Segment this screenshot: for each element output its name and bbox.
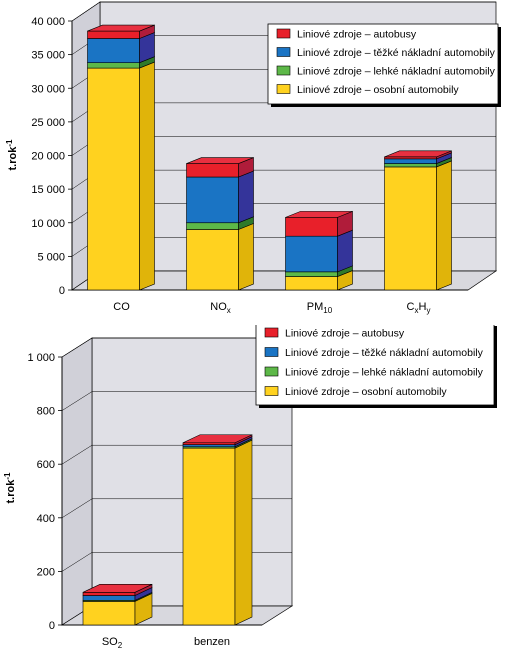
bar-top-autobusy — [285, 211, 353, 218]
legend-label-lehke: Liniové zdroje – lehké nákladní automobi… — [297, 66, 496, 78]
legend-swatch-lehke — [276, 65, 291, 76]
y-tick-label: 400 — [37, 513, 55, 525]
x-category-label: CxHy — [407, 301, 431, 315]
y-tick-label: 10 000 — [31, 218, 65, 230]
bar-top-autobusy — [384, 150, 452, 158]
legend-label-tezke: Liniové zdroje – těžké nákladní automobi… — [285, 347, 484, 359]
bar-segment-lehke — [87, 62, 140, 69]
bar-segment-osobni — [87, 67, 140, 291]
y-tick-label: 600 — [37, 459, 55, 471]
bar-top-autobusy — [82, 584, 153, 593]
gridline-side — [61, 498, 93, 519]
bar-segment-lehke — [285, 271, 338, 277]
legend-label-tezke: Liniové zdroje – těžké nákladní automobi… — [297, 47, 496, 59]
gridline-side — [61, 391, 93, 411]
y-tick-label: 35 000 — [31, 50, 65, 62]
bar-side-osobni — [238, 223, 254, 291]
x-category-label: NOx — [210, 301, 231, 315]
bar-segment-tezke — [285, 235, 338, 273]
bar-top-autobusy — [182, 434, 253, 444]
x-category-label: SO2 — [102, 636, 123, 650]
bar-segment-autobusy — [87, 30, 140, 39]
bar-segment-osobni — [285, 276, 338, 291]
bar-top-autobusy — [186, 157, 254, 164]
emissions-chart-bottom: 0 200 400 600 800 1 000 t.rok-1 SO2 benzen Liniov… — [3, 325, 497, 650]
legend-swatch-tezke — [264, 347, 279, 357]
legend-label-osobni: Liniové zdroje – osobní automobily — [297, 84, 459, 96]
y-tick-label: 1 000 — [27, 352, 55, 364]
y-tick-label: 5 000 — [37, 251, 65, 263]
y-tick-label: 25 000 — [31, 117, 65, 129]
x-category-label: PM10 — [307, 301, 333, 315]
legend-label-lehke: Liniové zdroje – lehké nákladní automobi… — [285, 367, 484, 379]
y-tick-label: 200 — [37, 566, 55, 578]
y-axis-label: t.rok-1 — [3, 472, 17, 504]
legend-label-osobni: Liniové zdroje – osobní automobily — [285, 386, 447, 398]
bar-segment-autobusy — [285, 217, 338, 237]
bar-segment-autobusy — [384, 156, 437, 160]
legend-swatch-osobni — [264, 386, 279, 396]
legend-shadow — [259, 405, 497, 408]
bar-side-tezke — [337, 229, 353, 273]
bar-segment-tezke — [186, 176, 239, 224]
bar-segment-tezke — [182, 444, 236, 448]
legend-swatch-autobusy — [264, 327, 279, 338]
gridline-side — [61, 444, 93, 465]
bar-segment-tezke — [384, 158, 437, 164]
bar-segment-osobni — [186, 229, 239, 291]
x-category-label: benzen — [194, 636, 230, 648]
x-category-label: CO — [113, 301, 130, 313]
side-wall — [61, 337, 93, 626]
legend-shadow — [498, 27, 501, 107]
y-axis-label: t.rok-1 — [5, 139, 19, 171]
gridline-side — [61, 552, 93, 572]
bar-segment-osobni — [182, 447, 236, 626]
legend-swatch-lehke — [264, 366, 279, 377]
y-tick-label: 800 — [37, 406, 55, 418]
emissions-chart-top: 0 5 000 10 000 15 000 20 000 25 000 30 000 35 0… — [5, 1, 501, 315]
bar-segment-osobni — [384, 166, 437, 291]
legend-shadow — [494, 326, 497, 408]
legend-shadow — [271, 104, 501, 107]
bar-segment-lehke — [186, 222, 239, 230]
bar-side-osobni — [234, 439, 253, 626]
bar-top-autobusy — [87, 24, 155, 32]
legend-label-autobusy: Liniové zdroje – autobusy — [285, 328, 405, 340]
legend-swatch-osobni — [276, 84, 291, 94]
gridline-side — [61, 337, 93, 358]
legend-label-autobusy: Liniové zdroje – autobusy — [297, 29, 417, 41]
bar-segment-autobusy — [186, 163, 239, 178]
y-tick-label: 15 000 — [31, 184, 65, 196]
bar-side-osobni — [139, 61, 155, 291]
y-tick-label: 0 — [59, 285, 65, 297]
y-tick-label: 40 000 — [31, 16, 65, 28]
bar-side-tezke — [238, 170, 254, 224]
bar-segment-osobni — [82, 601, 136, 626]
legend-swatch-tezke — [276, 47, 291, 57]
legend-swatch-autobusy — [276, 28, 291, 39]
gridline-side — [71, 1, 101, 22]
bar-segment-tezke — [87, 38, 140, 63]
bar-segment-tezke — [82, 595, 136, 601]
bar-segment-lehke — [384, 163, 437, 168]
bar-side-osobni — [436, 160, 452, 291]
y-tick-label: 20 000 — [31, 151, 65, 163]
y-tick-label: 30 000 — [31, 83, 65, 95]
y-tick-label: 0 — [49, 620, 55, 632]
bar-segment-autobusy — [82, 592, 136, 596]
legend-box — [255, 325, 495, 406]
